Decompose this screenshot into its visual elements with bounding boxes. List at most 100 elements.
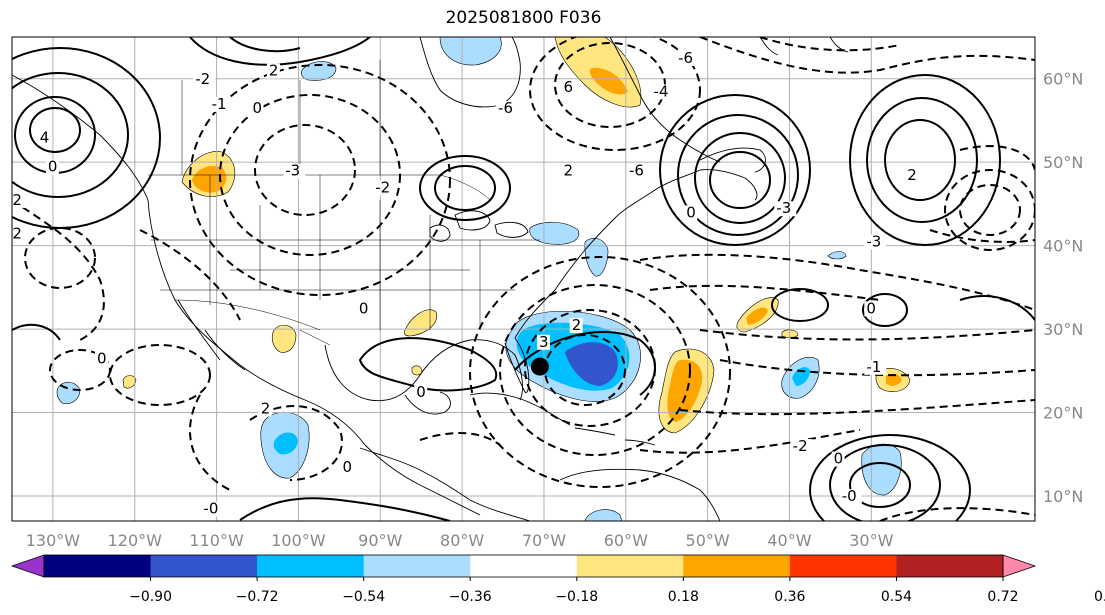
latitude-labels: 60°N 50°N 40°N 30°N 20°N 10°N bbox=[1043, 70, 1083, 506]
contour-label: -3 bbox=[285, 162, 300, 180]
colorbar-segment bbox=[683, 555, 791, 577]
contour-label: -4 bbox=[654, 82, 669, 100]
colorbar-segment bbox=[576, 555, 684, 577]
positive-anomaly-region bbox=[122, 375, 137, 389]
longitude-label: 100°W bbox=[271, 531, 326, 550]
contour-label-background bbox=[790, 439, 813, 455]
colorbar-frame bbox=[43, 554, 1004, 578]
negative-anomaly-region bbox=[827, 251, 847, 260]
negative-anomaly-region bbox=[529, 221, 580, 245]
contour-label-background bbox=[561, 80, 575, 96]
colorbar-tick-label: −0.54 bbox=[342, 589, 385, 605]
contour-label-background bbox=[258, 401, 272, 417]
contour-label-background bbox=[45, 159, 59, 175]
contour-label: 0 bbox=[97, 349, 107, 367]
longitude-label: 80°W bbox=[440, 531, 484, 550]
negative-anomaly-region bbox=[861, 443, 902, 496]
contour-label: 0 bbox=[416, 383, 426, 401]
contour-label: -2 bbox=[7, 224, 22, 242]
contour-label: -6 bbox=[678, 49, 693, 67]
contour-label: -0 bbox=[203, 500, 218, 518]
colorbar-segment bbox=[470, 555, 578, 577]
contour-label-background bbox=[536, 334, 550, 350]
colorbar-tick-label: −0.18 bbox=[555, 589, 598, 605]
positive-anomaly-region bbox=[403, 309, 438, 337]
contour-label: -3 bbox=[866, 233, 881, 251]
contour-label-background bbox=[626, 163, 649, 179]
contour-label: -6 bbox=[498, 99, 513, 117]
graticule-grid bbox=[12, 37, 1035, 521]
latitude-label: 10°N bbox=[1043, 487, 1083, 506]
latitude-label: 60°N bbox=[1043, 70, 1083, 89]
contour-label-background bbox=[37, 130, 51, 146]
contour-label-background bbox=[569, 318, 583, 334]
contour-label: -1 bbox=[212, 95, 227, 113]
contour-label-background bbox=[651, 84, 674, 100]
contour-label: -1 bbox=[866, 358, 881, 376]
colorbar-tick-label: 0.72 bbox=[987, 589, 1018, 605]
colorbar-segment bbox=[363, 555, 471, 577]
contour-label-background bbox=[12, 192, 27, 208]
contour-label: 0 bbox=[343, 458, 353, 476]
contour-label: 0 bbox=[686, 203, 696, 221]
contour-label-background bbox=[905, 167, 919, 183]
contour-label-background bbox=[864, 301, 878, 317]
shaded-anomalies bbox=[56, 37, 911, 521]
contour-label-background bbox=[340, 459, 354, 475]
longitude-labels: 130°W 120°W 110°W 100°W 90°W 80°W 70°W 60°W 50°W… bbox=[26, 531, 894, 550]
contour-label: 2 bbox=[261, 400, 271, 418]
contour-label: -0 bbox=[842, 487, 857, 505]
colorbar-tick-label: −0.36 bbox=[449, 589, 492, 605]
contour-label: 2 bbox=[269, 62, 279, 80]
longitude-label: 50°W bbox=[686, 531, 730, 550]
colorbar-extend-low bbox=[10, 554, 45, 578]
contour-label: -6 bbox=[629, 162, 644, 180]
longitude-label: 110°W bbox=[189, 531, 244, 550]
contour-labels: 2-2-1 0-340-2-2-66-6-6-4-3-32032002-20-0-… bbox=[7, 49, 919, 518]
negative-anomaly-region bbox=[439, 37, 502, 66]
longitude-label: 90°W bbox=[358, 531, 402, 550]
colorbar-tick-label: 0.18 bbox=[668, 589, 699, 605]
map-title: 2025081800 F036 bbox=[445, 8, 602, 28]
contour-label-background bbox=[561, 163, 575, 179]
negative-anomaly-region bbox=[56, 381, 81, 405]
contour-label-background bbox=[283, 163, 306, 179]
colorbar-tick-label: −0.72 bbox=[236, 589, 279, 605]
colorbar-segment bbox=[896, 555, 1004, 577]
contour-label-background bbox=[839, 489, 862, 505]
contour-label-background bbox=[676, 51, 699, 67]
colorbar-segment bbox=[150, 555, 258, 577]
contour-label-background bbox=[864, 359, 887, 375]
contour-label: 6 bbox=[564, 78, 574, 96]
contour-label: -2 bbox=[375, 178, 390, 196]
contour-label: 2 bbox=[572, 316, 582, 334]
map-area: 2-2-1 0-340-2-2-66-6-6-4-3-32032002-20-0-… bbox=[7, 37, 1035, 521]
positive-anomaly-core bbox=[589, 67, 628, 95]
contour-label-background bbox=[201, 501, 224, 517]
map-frame bbox=[11, 36, 1036, 522]
colorbar bbox=[10, 554, 1037, 581]
contour-label-background bbox=[414, 384, 428, 400]
latitude-label: 20°N bbox=[1043, 404, 1083, 423]
longitude-label: 40°W bbox=[767, 531, 811, 550]
contour-label: 0 bbox=[48, 158, 58, 176]
contour-label: 2 bbox=[564, 162, 574, 180]
contour-label-background bbox=[864, 234, 887, 250]
longitude-label: 30°W bbox=[849, 531, 893, 550]
contour-label-background bbox=[356, 301, 370, 317]
negative-anomaly-core bbox=[792, 367, 810, 386]
storm-center-marker bbox=[530, 357, 549, 376]
contour-label: 4 bbox=[40, 128, 50, 146]
latitude-label: 50°N bbox=[1043, 153, 1083, 172]
colorbar-segment bbox=[789, 555, 897, 577]
contour-label-background bbox=[266, 63, 280, 79]
colorbar-segment bbox=[44, 555, 152, 577]
positive-anomaly-core bbox=[667, 359, 703, 422]
negative-anomaly-region bbox=[584, 509, 623, 521]
contour-label-background bbox=[831, 451, 845, 467]
contour-label: -2 bbox=[7, 191, 22, 209]
colorbar-extend-high bbox=[1002, 554, 1037, 578]
contour-label: 0 bbox=[866, 299, 876, 317]
latitude-label: 30°N bbox=[1043, 320, 1083, 339]
